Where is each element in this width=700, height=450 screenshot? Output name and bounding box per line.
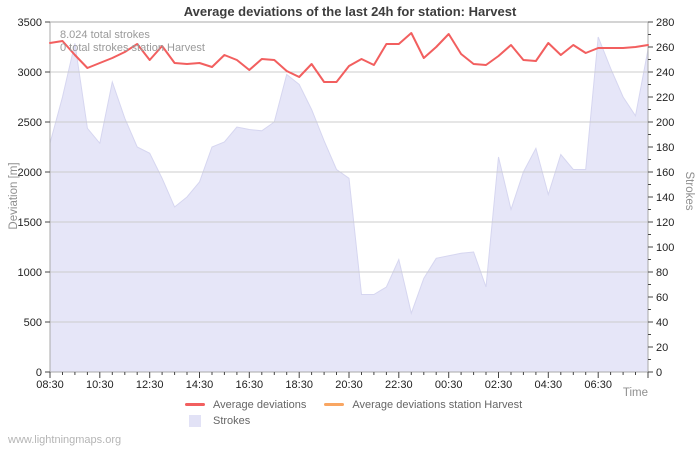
x-axis-tick-label: 04:30 bbox=[535, 379, 563, 391]
legend-row-2: Strokes bbox=[185, 414, 522, 427]
site-watermark: www.lightningmaps.org bbox=[8, 434, 122, 446]
strokes-label: Strokes bbox=[213, 414, 251, 427]
x-axis-tick-label: 14:30 bbox=[186, 379, 214, 391]
x-axis-tick-label: 02:30 bbox=[485, 379, 513, 391]
x-axis-tick-label: 00:30 bbox=[435, 379, 463, 391]
right-axis-tick-label: 100 bbox=[656, 242, 674, 254]
x-axis-tick-label: 10:30 bbox=[86, 379, 114, 391]
right-axis-tick-label: 40 bbox=[656, 317, 668, 329]
x-axis-title: Time bbox=[622, 387, 648, 399]
x-axis-tick-label: 12:30 bbox=[136, 379, 164, 391]
right-axis-tick-label: 20 bbox=[656, 342, 668, 354]
left-axis-title: Deviation [m] bbox=[8, 162, 20, 230]
left-axis-tick-label: 1000 bbox=[18, 267, 42, 279]
left-axis-tick-label: 2000 bbox=[18, 167, 42, 179]
strokes-area bbox=[49, 36, 649, 373]
right-axis-tick-label: 220 bbox=[656, 92, 674, 104]
x-axis-tick-label: 08:30 bbox=[36, 379, 64, 391]
station-deviations-swatch bbox=[324, 403, 345, 406]
x-axis-tick-label: 18:30 bbox=[285, 379, 313, 391]
left-axis-tick-label: 0 bbox=[36, 367, 42, 379]
right-axis-tick-label: 0 bbox=[656, 367, 662, 379]
right-axis-tick-label: 80 bbox=[656, 267, 668, 279]
right-axis-tick-label: 140 bbox=[656, 192, 674, 204]
right-axis-tick-label: 240 bbox=[656, 67, 674, 79]
right-axis-tick-label: 180 bbox=[656, 142, 674, 154]
chart-title: Average deviations of the last 24h for s… bbox=[183, 4, 517, 19]
right-axis-tick-label: 280 bbox=[656, 17, 674, 29]
left-axis-tick-label: 2500 bbox=[18, 117, 42, 129]
right-axis-tick-label: 260 bbox=[656, 42, 674, 54]
left-axis-tick-label: 3500 bbox=[18, 17, 42, 29]
legend: Average deviations Average deviations st… bbox=[185, 398, 522, 430]
x-axis-tick-label: 22:30 bbox=[385, 379, 413, 391]
right-axis-tick-label: 120 bbox=[656, 217, 674, 229]
left-axis-tick-label: 3000 bbox=[18, 67, 42, 79]
average-deviations-line bbox=[49, 32, 649, 83]
right-axis-tick-label: 200 bbox=[656, 117, 674, 129]
x-axis-tick-label: 16:30 bbox=[236, 379, 264, 391]
right-axis-tick-label: 60 bbox=[656, 292, 668, 304]
total-strokes-annotation: 8.024 total strokes bbox=[60, 29, 150, 41]
legend-row-1: Average deviations Average deviations st… bbox=[185, 398, 522, 411]
right-axis-tick-label: 160 bbox=[656, 167, 674, 179]
left-axis-tick-label: 500 bbox=[24, 317, 42, 329]
left-axis-tick-label: 1500 bbox=[18, 217, 42, 229]
station-strokes-annotation: 0 total strokes station Harvest bbox=[60, 42, 205, 54]
right-axis-title: Strokes bbox=[683, 171, 695, 211]
strokes-swatch bbox=[189, 414, 201, 427]
x-axis-tick-label: 20:30 bbox=[335, 379, 363, 391]
average-deviations-swatch bbox=[185, 403, 205, 406]
average-deviations-label: Average deviations bbox=[213, 398, 307, 411]
station-deviations-label: Average deviations station Harvest bbox=[352, 398, 523, 411]
x-axis-tick-label: 06:30 bbox=[584, 379, 612, 391]
